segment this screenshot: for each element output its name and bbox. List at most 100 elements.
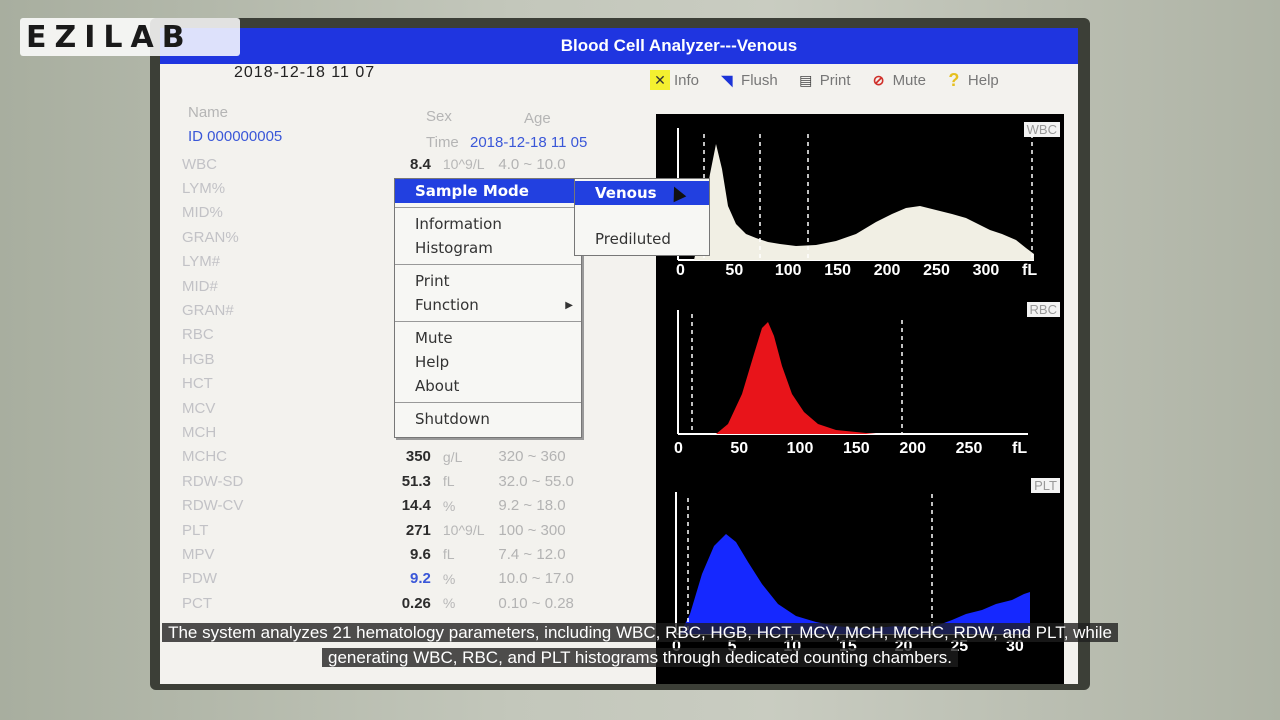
- print-label: Print: [819, 71, 851, 89]
- video-subtitle: The system analyzes 21 hematology parame…: [0, 620, 1280, 670]
- result-value: 271: [405, 521, 431, 539]
- result-unit: %: [442, 497, 456, 514]
- result-name: LYM%: [182, 180, 226, 198]
- result-range: 320 ~ 360: [498, 448, 566, 466]
- toolbar: ✕ Info ◥ Flush ▤ Print ⊘ Mute ? Help: [650, 70, 999, 90]
- tick-label: 200: [899, 440, 927, 457]
- result-value: 0.26: [401, 594, 431, 612]
- info-icon: ✕: [650, 70, 670, 90]
- context-menu: Sample Mode Information Histogram Print …: [394, 178, 582, 438]
- menu-divider: [395, 321, 581, 322]
- table-row: WBC 8.4 10^9/L 4.0 ~ 10.0: [182, 152, 642, 176]
- result-name: WBC: [182, 155, 217, 173]
- wbc-curve: [680, 144, 1034, 260]
- menu-about[interactable]: About: [415, 377, 460, 395]
- mute-button[interactable]: ⊘ Mute: [869, 70, 926, 90]
- result-range: 100 ~ 300: [498, 521, 566, 539]
- result-value: 51.3: [401, 472, 431, 490]
- result-name: HCT: [182, 375, 213, 393]
- name-label: Name: [188, 104, 229, 121]
- info-label: Info: [674, 71, 700, 89]
- rbc-histogram: [677, 310, 1028, 435]
- table-row: RDW-SD 51.3 fL 32.0 ~ 55.0: [182, 469, 642, 493]
- print-button[interactable]: ▤ Print: [796, 70, 851, 90]
- result-value: 350: [405, 448, 431, 466]
- result-unit: g/L: [442, 448, 463, 465]
- wbc-tag: WBC: [1023, 122, 1060, 137]
- plt-histogram: [675, 492, 1030, 635]
- table-row: PDW 9.2% 10.0 ~ 17.0: [182, 567, 642, 591]
- time-label: Time: [426, 134, 459, 151]
- result-name: PLT: [182, 521, 209, 539]
- logo-text: EZILAB: [26, 19, 193, 55]
- result-range: 9.2 ~ 18.0: [498, 497, 566, 515]
- histogram-chart: [675, 128, 1034, 635]
- menu-mute[interactable]: Mute: [415, 329, 453, 347]
- result-name: MPV: [182, 545, 215, 563]
- analyzer-screen: Blood Cell Analyzer---Venous 2018-12-18 …: [160, 28, 1078, 684]
- tick-label: 300: [972, 262, 1000, 279]
- mute-label: Mute: [892, 71, 926, 89]
- table-row: LYM%: [182, 176, 642, 200]
- flush-label: Flush: [741, 71, 778, 89]
- result-name: MCV: [182, 399, 216, 417]
- result-value: 14.4: [401, 497, 431, 515]
- tick-label: 250: [923, 262, 950, 279]
- result-name: RDW-SD: [182, 472, 244, 490]
- result-value: 9.6: [410, 545, 431, 563]
- tick-label: 0: [674, 440, 683, 457]
- tick-label: 0: [676, 262, 685, 279]
- result-value: 8.4: [410, 155, 431, 173]
- flush-button[interactable]: ◥ Flush: [717, 70, 778, 90]
- info-button[interactable]: ✕ Info: [650, 70, 699, 90]
- menu-information[interactable]: Information: [415, 215, 502, 233]
- menu-histogram[interactable]: Histogram: [415, 239, 493, 257]
- tick-label: 100: [774, 262, 802, 279]
- tick-label: 150: [824, 262, 851, 279]
- menu-print[interactable]: Print: [415, 272, 450, 290]
- age-label: Age: [524, 110, 551, 127]
- result-range: 32.0 ~ 55.0: [498, 472, 574, 490]
- menu-divider: [395, 264, 581, 265]
- result-range: 4.0 ~ 10.0: [498, 155, 566, 173]
- submenu-venous[interactable]: Venous: [575, 181, 709, 205]
- help-label: Help: [967, 71, 999, 89]
- plt-curve: [680, 534, 1030, 634]
- menu-function-label: Function: [415, 296, 479, 314]
- table-row: RDW-CV 14.4% 9.2 ~ 18.0: [182, 493, 642, 517]
- subtitle-line-1: The system analyzes 21 hematology parame…: [162, 623, 1118, 642]
- result-name: LYM#: [182, 253, 221, 271]
- result-range: 10.0 ~ 17.0: [498, 570, 574, 588]
- subtitle-line-2: generating WBC, RBC, and PLT histograms …: [322, 648, 958, 667]
- help-icon: ?: [948, 69, 960, 90]
- submenu-prediluted[interactable]: Prediluted: [595, 230, 671, 248]
- tick-label: 5: [727, 638, 737, 655]
- result-value: 9.2: [410, 570, 431, 588]
- menu-function[interactable]: Function ▶: [395, 293, 581, 317]
- result-name: GRAN#: [182, 302, 234, 320]
- result-name: MCH: [182, 423, 217, 441]
- histogram-panel: WBC RBC PLT 0 50 100 150 200 250 300 fL 0 50 100 1…: [656, 114, 1064, 684]
- table-row: MCHC 350 g/L 320 ~ 360: [182, 445, 642, 469]
- rbc-tag: RBC: [1026, 302, 1060, 317]
- printer-icon: ▤: [799, 71, 813, 88]
- result-unit: %: [442, 570, 456, 587]
- menu-help[interactable]: Help: [415, 353, 450, 371]
- mute-icon: ⊘: [872, 71, 885, 88]
- wbc-histogram: [677, 128, 1034, 261]
- help-button[interactable]: ? Help: [944, 69, 999, 90]
- menu-sample-mode[interactable]: Sample Mode: [395, 179, 581, 203]
- plt-tag: PLT: [1031, 478, 1060, 493]
- menu-shutdown[interactable]: Shutdown: [415, 410, 490, 428]
- flush-icon: ◥: [721, 71, 733, 88]
- tick-label: 250: [955, 440, 983, 457]
- patient-id: ID 000000005: [188, 128, 283, 145]
- tick-label: 0: [672, 638, 681, 655]
- result-unit: 10^9/L: [442, 522, 485, 539]
- result-unit: fL: [442, 546, 455, 563]
- result-name: RBC: [182, 326, 214, 344]
- result-name: HGB: [182, 350, 215, 368]
- result-range: 0.10 ~ 0.28: [498, 594, 574, 612]
- table-row: MID%: [182, 201, 642, 225]
- menu-divider: [395, 207, 581, 208]
